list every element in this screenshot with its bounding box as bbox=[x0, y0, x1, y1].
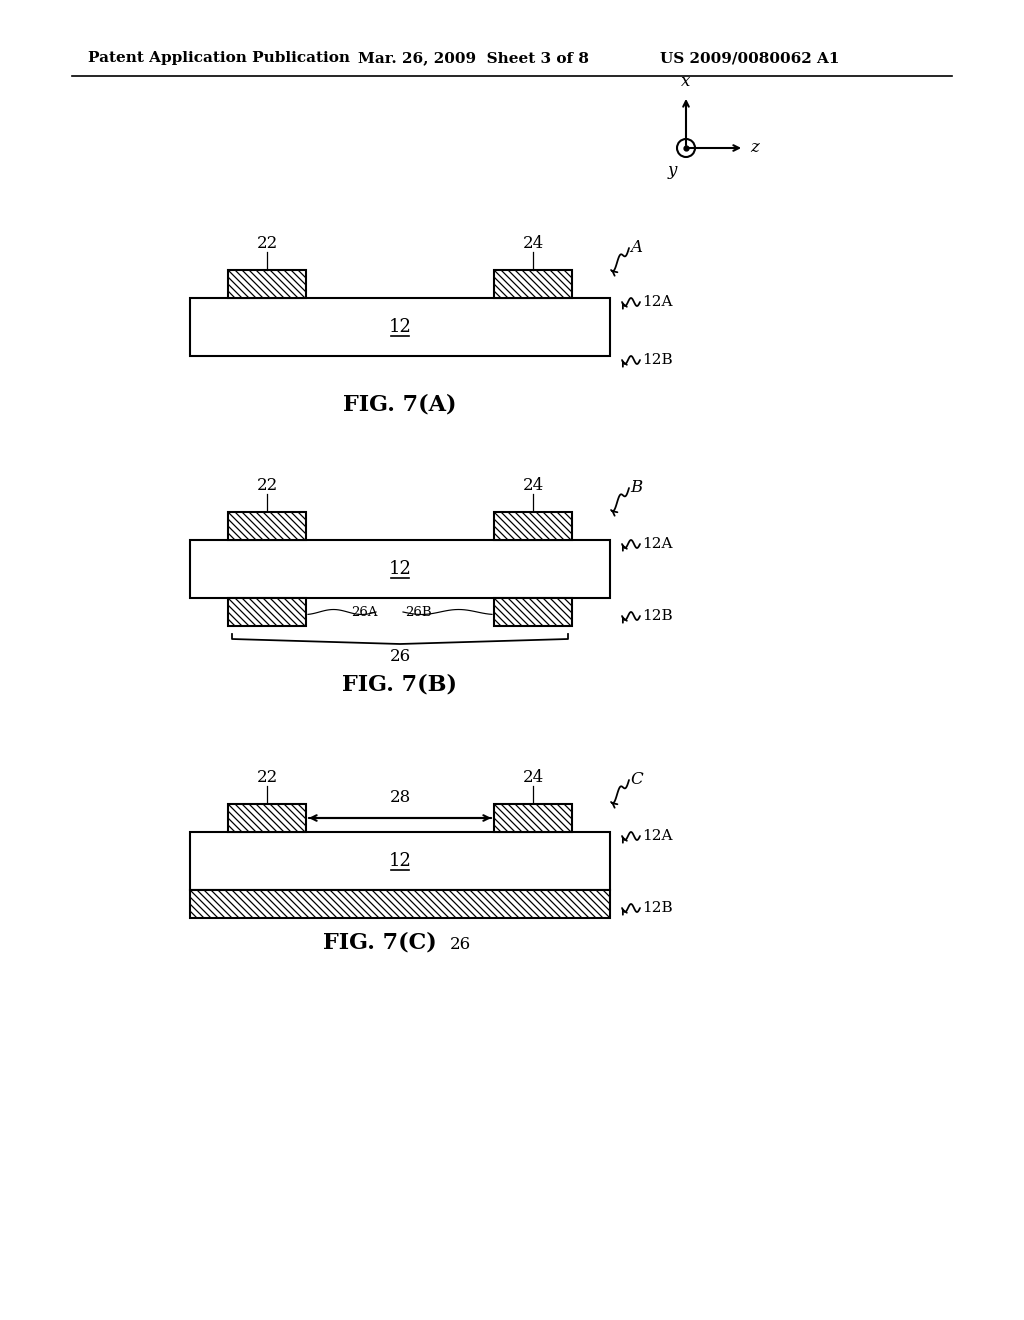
Text: 28: 28 bbox=[389, 789, 411, 807]
Text: 22: 22 bbox=[256, 477, 278, 494]
Text: FIG. 7(C): FIG. 7(C) bbox=[324, 932, 437, 954]
Text: 12A: 12A bbox=[642, 537, 673, 550]
Text: x: x bbox=[681, 73, 690, 90]
Text: 24: 24 bbox=[522, 477, 544, 494]
Bar bbox=[228, 271, 306, 298]
Text: 12B: 12B bbox=[642, 902, 673, 915]
Bar bbox=[494, 271, 572, 298]
Text: 22: 22 bbox=[256, 235, 278, 252]
Text: z: z bbox=[750, 140, 759, 157]
Bar bbox=[494, 804, 572, 832]
Text: FIG. 7(B): FIG. 7(B) bbox=[342, 675, 458, 696]
Text: 24: 24 bbox=[522, 770, 544, 785]
Text: y: y bbox=[668, 162, 677, 180]
Bar bbox=[190, 890, 610, 917]
Text: 12B: 12B bbox=[642, 609, 673, 623]
Bar bbox=[494, 512, 572, 540]
Text: 22: 22 bbox=[256, 770, 278, 785]
Bar bbox=[228, 271, 306, 298]
Bar bbox=[228, 512, 306, 540]
Text: 26: 26 bbox=[450, 936, 471, 953]
Text: 12: 12 bbox=[388, 851, 412, 870]
Text: 26A: 26A bbox=[351, 606, 378, 619]
Bar bbox=[190, 832, 610, 890]
Text: 12: 12 bbox=[388, 318, 412, 337]
Bar bbox=[228, 598, 306, 626]
Bar bbox=[494, 598, 572, 626]
Text: 12: 12 bbox=[388, 560, 412, 578]
Text: 26B: 26B bbox=[406, 606, 432, 619]
Bar bbox=[190, 540, 610, 598]
Text: 12B: 12B bbox=[642, 352, 673, 367]
Text: 12A: 12A bbox=[642, 829, 673, 843]
Text: B: B bbox=[630, 479, 642, 496]
Bar bbox=[228, 512, 306, 540]
Bar bbox=[228, 598, 306, 626]
Bar bbox=[494, 598, 572, 626]
Text: C: C bbox=[630, 771, 643, 788]
Bar bbox=[228, 804, 306, 832]
Text: Mar. 26, 2009  Sheet 3 of 8: Mar. 26, 2009 Sheet 3 of 8 bbox=[358, 51, 589, 65]
Bar bbox=[494, 271, 572, 298]
Text: US 2009/0080062 A1: US 2009/0080062 A1 bbox=[660, 51, 840, 65]
Bar bbox=[228, 804, 306, 832]
Text: 12A: 12A bbox=[642, 294, 673, 309]
Text: 24: 24 bbox=[522, 235, 544, 252]
Bar bbox=[190, 298, 610, 356]
Text: 26: 26 bbox=[389, 648, 411, 665]
Text: Patent Application Publication: Patent Application Publication bbox=[88, 51, 350, 65]
Bar bbox=[494, 512, 572, 540]
Text: A: A bbox=[630, 239, 642, 256]
Text: FIG. 7(A): FIG. 7(A) bbox=[343, 393, 457, 416]
Bar bbox=[190, 890, 610, 917]
Bar bbox=[494, 804, 572, 832]
